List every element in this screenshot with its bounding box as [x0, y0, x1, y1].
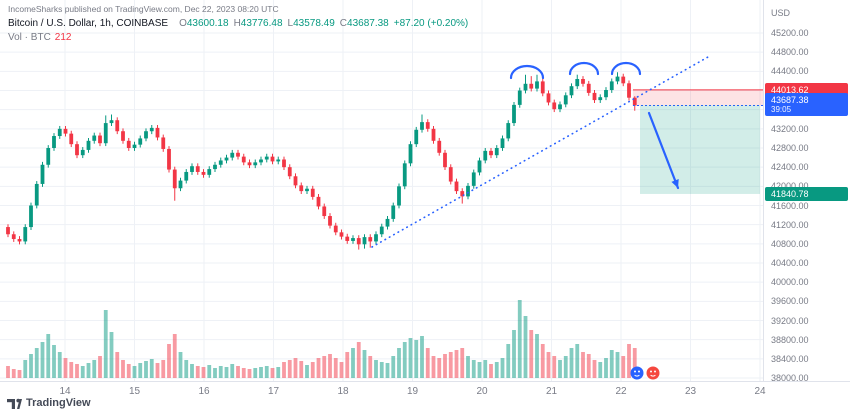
price-tick-label: 41600.00 — [771, 200, 809, 211]
close-value: 43687.38 — [347, 17, 389, 29]
time-tick-label: 23 — [684, 386, 697, 397]
time-tick-label: 15 — [128, 386, 141, 397]
price-tick-label: 42400.00 — [771, 162, 809, 173]
price-tick-label: 40400.00 — [771, 258, 809, 268]
price-chart[interactable] — [0, 0, 763, 381]
change-value: +87.20 (+0.20%) — [393, 17, 469, 29]
level-badge-green: 41840.78 — [765, 186, 848, 201]
ohlc-readout: Bitcoin / U.S. Dollar, 1h, COINBASE O4360… — [8, 18, 468, 31]
trendline-annotation[interactable] — [371, 56, 709, 248]
currency-label: USD — [771, 8, 791, 18]
high-value: 43776.48 — [240, 17, 283, 29]
open-value: 43600.18 — [186, 17, 229, 29]
volume-value: 212 — [54, 32, 72, 44]
close-label: C — [339, 17, 348, 29]
price-tick-label: 39200.00 — [771, 315, 809, 326]
level-badge-red: 44013.62 — [765, 82, 848, 97]
chart-legend: IncomeSharks published on TradingView.co… — [8, 4, 468, 45]
time-tick-label: 20 — [476, 386, 488, 397]
time-tick-label: 21 — [545, 386, 558, 397]
tradingview-logo-text: TradingView — [26, 396, 91, 409]
candles — [6, 72, 637, 250]
time-tick-label: 18 — [337, 386, 349, 397]
price-tick-label: 43200.00 — [771, 123, 809, 134]
price-tick-label: 45200.00 — [771, 28, 809, 38]
time-axis[interactable]: 14 15 16 17 18 19 20 21 22 23 24 — [0, 381, 850, 413]
time-tick-label: 16 — [198, 386, 210, 397]
time-tick-label: 24 — [754, 386, 766, 397]
tradingview-logo-icon — [7, 398, 22, 409]
price-tick-label: 40000.00 — [771, 277, 809, 288]
high-label: H — [233, 17, 241, 29]
price-tick-label: 40800.00 — [771, 238, 809, 249]
time-tick-label: 14 — [59, 386, 71, 397]
price-tick-label: 38800.00 — [771, 334, 809, 345]
last-price-badge: 43687.38 39:05 — [765, 93, 848, 117]
price-tick-label: 41200.00 — [771, 219, 809, 230]
low-value: 43578.49 — [293, 17, 335, 29]
price-tick-label: 42000.00 — [771, 181, 809, 191]
symbol-title[interactable]: Bitcoin / U.S. Dollar, 1h, COINBASE — [8, 17, 169, 29]
down-arrow-annotation[interactable] — [647, 111, 680, 190]
price-tick-label: 38000.00 — [771, 373, 809, 383]
low-label: L — [287, 17, 294, 29]
open-label: O — [179, 17, 187, 29]
price-tick-label: 44800.00 — [771, 47, 809, 58]
price-tick-label: 44400.00 — [771, 66, 809, 77]
price-tick-label: 39600.00 — [771, 296, 809, 307]
time-tick-label: 17 — [267, 386, 280, 397]
price-tick-label: 38400.00 — [771, 353, 809, 364]
volume-readout[interactable]: Vol · BTC 212 — [8, 32, 468, 45]
sticker-icon-red[interactable] — [646, 366, 660, 380]
chart-grid — [0, 0, 763, 381]
tradingview-logo[interactable]: TradingView — [7, 396, 91, 409]
rounded-top-arcs[interactable] — [509, 61, 642, 80]
time-tick-label: 19 — [406, 386, 419, 397]
volume-label: Vol · BTC — [8, 32, 51, 44]
sticker-icon-blue[interactable] — [630, 366, 644, 380]
time-tick-label: 22 — [615, 386, 627, 397]
attribution-text: IncomeSharks published on TradingView.co… — [8, 4, 279, 14]
volume-bars — [6, 300, 637, 378]
price-tick-label: 42800.00 — [771, 143, 809, 153]
target-zone[interactable] — [640, 105, 760, 194]
price-axis[interactable]: USD 45200.0044800.0044400.0044000.004360… — [763, 0, 850, 383]
resistance-zone[interactable] — [633, 89, 763, 106]
